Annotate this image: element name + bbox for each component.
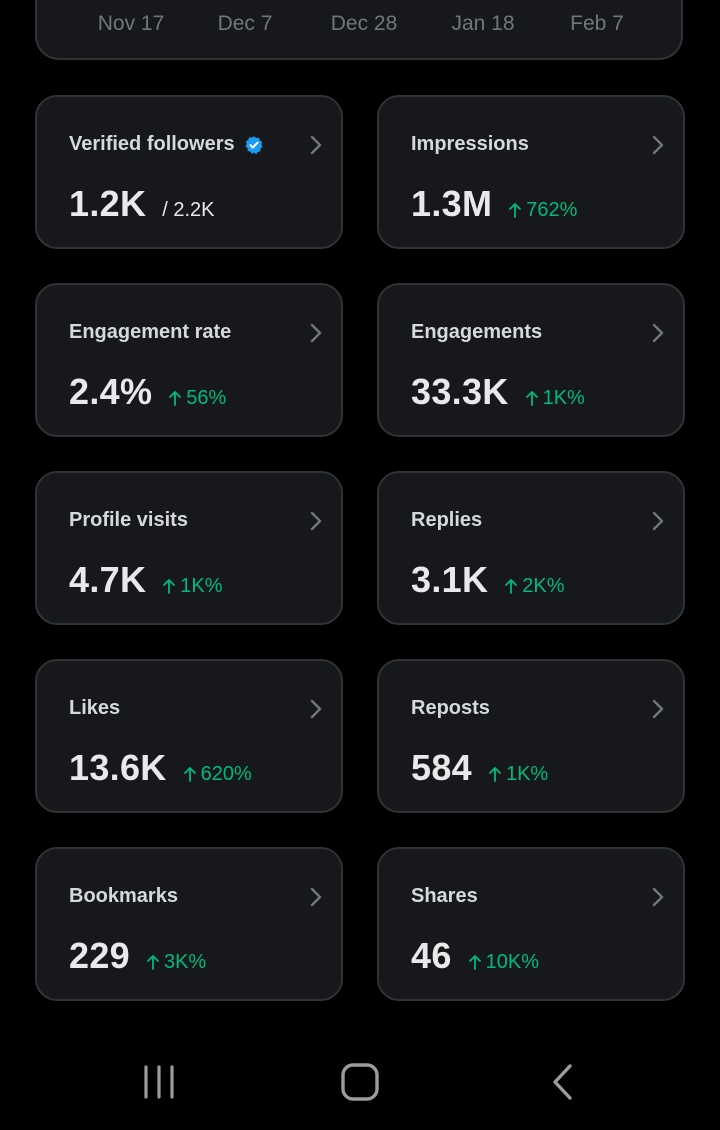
metric-change: 10K% xyxy=(468,951,539,974)
metric-change: 3K% xyxy=(146,951,206,974)
metric-card-verified-followers[interactable]: Verified followers 1.2K / 2.2K xyxy=(35,95,343,249)
recent-apps-icon xyxy=(144,1065,174,1099)
metric-change-value: 1K% xyxy=(542,387,585,409)
metric-change: 762% xyxy=(508,199,577,222)
metric-card-reposts[interactable]: Reposts 584 1K% xyxy=(377,659,685,813)
metric-value-row: 2.4% 56% xyxy=(69,371,226,413)
metric-change: 1K% xyxy=(525,387,585,410)
arrow-up-icon xyxy=(147,955,159,970)
metric-total: / 2.2K xyxy=(162,199,215,221)
metric-value: 4.7K xyxy=(69,559,147,600)
x-tick-label: Jan 18 xyxy=(451,12,515,35)
metric-change-value: 762% xyxy=(526,199,578,221)
metric-change-value: 3K% xyxy=(163,951,207,973)
arrow-up-icon xyxy=(509,203,522,218)
metric-card-bookmarks[interactable]: Bookmarks 229 3K% xyxy=(35,847,343,1001)
metric-card-engagements[interactable]: Engagements 33.3K 1K% xyxy=(377,283,685,437)
metrics-grid: Verified followers 1.2K / 2.2K Impressio… xyxy=(35,95,685,1001)
chevron-right-icon xyxy=(305,885,327,909)
metric-value-row: 4.7K 1K% xyxy=(69,559,223,601)
home-icon xyxy=(341,1063,379,1101)
back-button[interactable] xyxy=(532,1058,592,1106)
metric-change-value: 2K% xyxy=(522,575,565,597)
system-navigation-bar xyxy=(0,1030,720,1130)
metric-value-row: 1.2K / 2.2K xyxy=(69,183,215,225)
x-tick-label: Dec 28 xyxy=(330,12,398,35)
metric-value: 3.1K xyxy=(411,559,489,600)
metric-change: 620% xyxy=(183,763,252,786)
metric-title: Shares xyxy=(411,885,478,907)
arrow-up-icon xyxy=(505,579,518,594)
metric-title: Impressions xyxy=(411,133,529,155)
chevron-right-icon xyxy=(305,133,327,157)
metric-title: Bookmarks xyxy=(69,885,178,907)
arrow-up-icon xyxy=(468,955,481,970)
metric-value: 584 xyxy=(411,747,472,788)
metric-title-row: Verified followers xyxy=(69,133,264,156)
x-tick-label: Dec 7 xyxy=(217,12,273,35)
metric-value: 229 xyxy=(69,935,130,976)
chevron-right-icon xyxy=(647,697,669,721)
metric-title: Profile visits xyxy=(69,509,188,531)
chevron-right-icon xyxy=(647,885,669,909)
home-button[interactable] xyxy=(330,1058,390,1106)
x-axis-labels: Nov 17 Dec 7 Dec 28 Jan 18 Feb 7 xyxy=(37,12,681,42)
metric-value-row: 3.1K 2K% xyxy=(411,559,565,601)
chevron-right-icon xyxy=(305,509,327,533)
metric-value-row: 584 1K% xyxy=(411,747,548,789)
metric-value-row: 33.3K 1K% xyxy=(411,371,585,413)
metric-change-value: 620% xyxy=(200,763,252,785)
arrow-up-icon xyxy=(169,391,182,406)
metric-title: Engagements xyxy=(411,321,543,343)
metric-value-row: 13.6K 620% xyxy=(69,747,252,789)
metric-card-engagement-rate[interactable]: Engagement rate 2.4% 56% xyxy=(35,283,343,437)
metric-title: Replies xyxy=(411,509,483,531)
arrow-up-icon xyxy=(183,767,196,782)
metric-card-shares[interactable]: Shares 46 10K% xyxy=(377,847,685,1001)
metric-change-value: 1K% xyxy=(180,575,223,597)
metric-value-row: 46 10K% xyxy=(411,935,539,977)
metric-card-likes[interactable]: Likes 13.6K 620% xyxy=(35,659,343,813)
chevron-right-icon xyxy=(647,133,669,157)
arrow-up-icon xyxy=(489,767,501,782)
metric-value-row: 229 3K% xyxy=(69,935,206,977)
metric-change-value: 56% xyxy=(186,387,227,409)
metric-title: Likes xyxy=(69,697,121,719)
recent-apps-button[interactable] xyxy=(129,1058,189,1106)
metric-value: 2.4% xyxy=(69,371,153,412)
arrow-up-icon xyxy=(525,391,538,406)
metric-value: 13.6K xyxy=(69,747,167,788)
chart-card: Nov 17 Dec 7 Dec 28 Jan 18 Feb 7 xyxy=(35,0,683,60)
back-icon xyxy=(553,1064,572,1100)
metric-change: 56% xyxy=(168,387,226,410)
metric-title: Engagement rate xyxy=(69,321,232,343)
verified-badge-icon xyxy=(244,135,264,155)
chevron-right-icon xyxy=(647,509,669,533)
metric-value-row: 1.3M 762% xyxy=(411,183,577,225)
x-tick-label: Feb 7 xyxy=(570,12,624,35)
metric-value: 1.2K xyxy=(69,183,147,224)
metric-value: 1.3M xyxy=(411,183,493,224)
metric-title: Reposts xyxy=(411,697,490,719)
metric-title: Verified followers xyxy=(69,133,235,155)
metric-change: 1K% xyxy=(488,763,548,786)
metric-card-replies[interactable]: Replies 3.1K 2K% xyxy=(377,471,685,625)
x-tick-label: Nov 17 xyxy=(97,12,165,35)
metric-card-impressions[interactable]: Impressions 1.3M 762% xyxy=(377,95,685,249)
metric-card-profile-visits[interactable]: Profile visits 4.7K 1K% xyxy=(35,471,343,625)
metric-change-value: 10K% xyxy=(485,951,540,973)
chevron-right-icon xyxy=(305,321,327,345)
metric-value: 46 xyxy=(411,935,452,976)
metric-change: 2K% xyxy=(504,575,565,598)
chevron-right-icon xyxy=(647,321,669,345)
metric-change-value: 1K% xyxy=(505,763,549,785)
metric-change: 1K% xyxy=(162,575,223,598)
chevron-right-icon xyxy=(305,697,327,721)
arrow-up-icon xyxy=(163,579,176,594)
metric-value: 33.3K xyxy=(411,371,509,412)
